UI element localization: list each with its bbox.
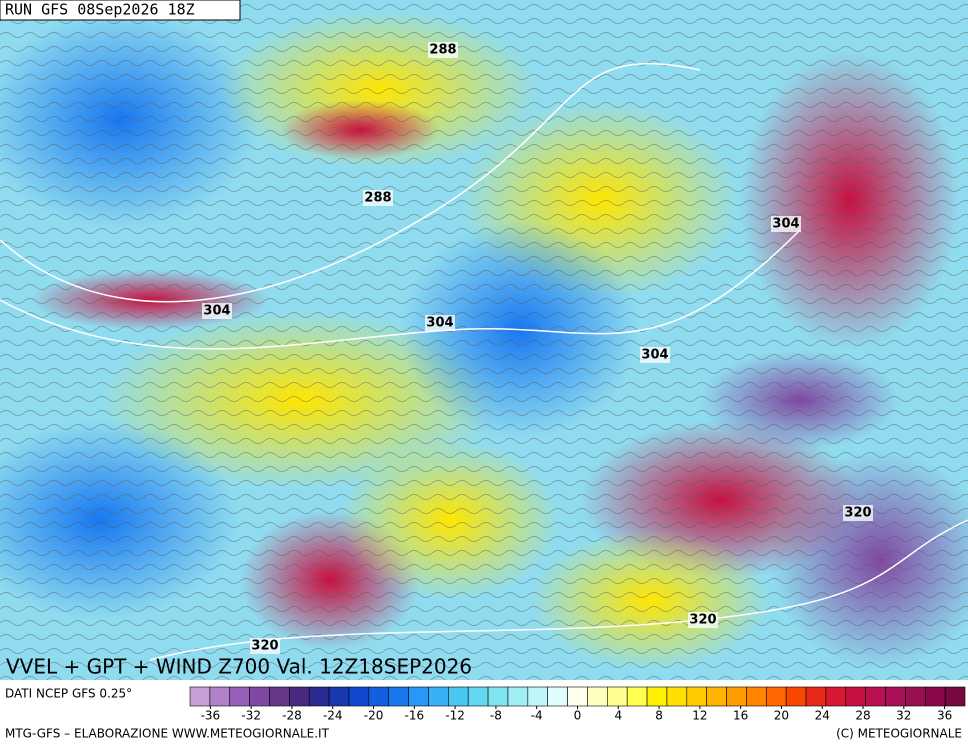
colorbar-swatch: [885, 686, 906, 707]
colorbar-swatch: [607, 686, 628, 707]
contour-label-bg: [363, 190, 393, 206]
colorbar-tick-label: -16: [405, 709, 425, 723]
colorbar-swatch: [746, 686, 767, 707]
colorbar-tick-label: 28: [855, 709, 870, 723]
contour-label-bg: [688, 612, 718, 628]
map-title: VVEL + GPT + WIND Z700 Val. 12Z18SEP2026: [6, 655, 472, 679]
colorbar-swatch: [825, 686, 847, 707]
colorbar-swatch: [189, 686, 211, 707]
colorbar-tick-label: 24: [815, 709, 830, 723]
colorbar-swatch: [368, 686, 390, 707]
contour-label-bg: [425, 315, 455, 331]
colorbar-swatch: [388, 686, 409, 707]
contour-label-bg: [771, 216, 801, 232]
colorbar-swatch: [467, 686, 489, 707]
colorbar-tick-label: -32: [241, 709, 261, 723]
colorbar-swatch: [924, 686, 946, 707]
colorbar-swatch: [686, 686, 707, 707]
colorbar-swatch: [726, 686, 747, 707]
contour-label-bg: [250, 638, 280, 654]
colorbar-swatch: [805, 686, 827, 707]
colorbar-swatch: [527, 686, 548, 707]
colorbar-swatch: [289, 686, 310, 707]
colorbar-tick-label: 32: [896, 709, 911, 723]
footer-left: MTG-GFS – ELABORAZIONE WWW.METEOGIORNALE…: [5, 727, 330, 741]
contour-label: 320: [251, 639, 278, 654]
colorbar-swatch: [348, 686, 370, 707]
colorbar-tick-label: -8: [490, 709, 502, 723]
colorbar-swatch: [328, 686, 350, 707]
colorbar-swatch: [448, 686, 469, 707]
colorbar-swatch: [567, 686, 588, 707]
contour-label-bg: [202, 303, 232, 319]
colorbar-tick-label: -24: [323, 709, 343, 723]
colorbar-tick-label: -12: [445, 709, 465, 723]
colorbar-swatch: [249, 686, 270, 707]
colorbar-swatch: [507, 686, 529, 707]
footer-right: (C) METEOGIORNALE: [836, 727, 962, 741]
colorbar-tick-label: 36: [937, 709, 952, 723]
colorbar-swatch: [865, 686, 886, 707]
colorbar-swatch: [308, 686, 330, 707]
colorbar-tick-label: -20: [364, 709, 384, 723]
colorbar-caption: DATI NCEP GFS 0.25°: [5, 687, 132, 701]
run-label: RUN GFS 08Sep2026 18Z: [5, 1, 195, 19]
contour-label-bg: [843, 505, 873, 521]
colorbar-swatch: [547, 686, 568, 707]
colorbar-swatch: [408, 686, 429, 707]
colorbar-swatch: [845, 686, 866, 707]
colorbar-swatch: [269, 686, 290, 707]
map-background: [0, 0, 968, 680]
contour-label: 320: [689, 613, 716, 628]
colorbar-swatch: [944, 686, 966, 707]
colorbar-tick-label: 8: [655, 709, 663, 723]
contour-label: 304: [641, 348, 668, 363]
colorbar-tick-label: 0: [574, 709, 582, 723]
contour-label: 288: [364, 191, 391, 206]
colorbar-swatch: [626, 686, 648, 707]
contour-label: 304: [426, 316, 453, 331]
colorbar-tick-label: 20: [774, 709, 789, 723]
colorbar-tick-label: -28: [282, 709, 302, 723]
colorbar-swatch: [229, 686, 250, 707]
colorbar-tick-label: 12: [692, 709, 707, 723]
contour-label-bg: [428, 42, 458, 58]
colorbar-swatch: [209, 686, 231, 707]
contour-label: 304: [772, 217, 799, 232]
colorbar-swatch: [646, 686, 668, 707]
contour-label: 288: [429, 43, 456, 58]
colorbar-swatch: [587, 686, 608, 707]
colorbar-swatch: [765, 686, 787, 707]
colorbar-tick-label: -36: [201, 709, 221, 723]
contour-label: 304: [203, 304, 230, 319]
run-label-box: [0, 0, 241, 21]
contour-label: 320: [844, 506, 871, 521]
contour-label-bg: [640, 347, 670, 363]
colorbar-tick-label: 16: [733, 709, 748, 723]
colorbar-tick-label: 4: [614, 709, 622, 723]
colorbar-swatch: [428, 686, 449, 707]
colorbar-swatch: [666, 686, 688, 707]
colorbar-swatch: [706, 686, 727, 707]
colorbar-swatch: [785, 686, 807, 707]
colorbar-swatch: [905, 686, 926, 707]
colorbar-tick-label: -4: [531, 709, 543, 723]
colorbar-swatch: [487, 686, 509, 707]
